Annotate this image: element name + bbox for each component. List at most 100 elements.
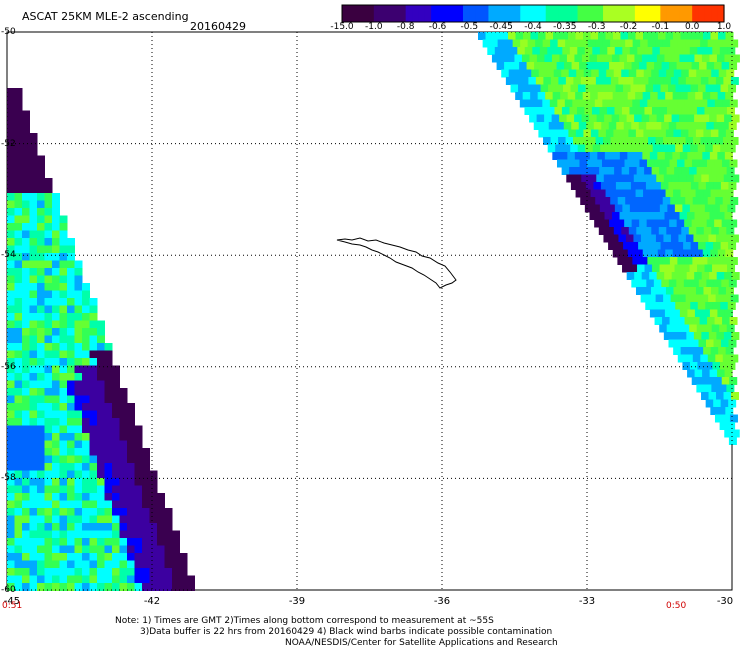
swath-cell [715, 197, 724, 205]
swath-cell [627, 92, 636, 100]
swath-cell [59, 425, 68, 434]
swath-cell [97, 583, 105, 591]
swath-cell [709, 369, 718, 378]
swath-cell [7, 560, 15, 569]
swath-cell [712, 362, 721, 370]
swath-cell [589, 114, 598, 123]
swath-cell [74, 500, 83, 509]
swath-cell [680, 249, 689, 258]
swath-cell [127, 500, 135, 509]
swath-cell [134, 470, 143, 479]
swath-cell [59, 545, 68, 554]
swath-cell [641, 174, 650, 183]
swath-cell [74, 545, 83, 554]
swath-cell [532, 47, 541, 55]
swath-cell [134, 500, 143, 509]
swath-cell [570, 84, 579, 93]
swath-cell [610, 77, 619, 85]
swath-cell [704, 204, 713, 213]
swath-cell [630, 242, 639, 250]
swath-cell [679, 212, 688, 220]
swath-cell [82, 493, 90, 501]
swath-cell [615, 242, 624, 250]
swath-cell [74, 358, 83, 366]
colorbar-swatch [653, 5, 661, 22]
swath-cell [7, 185, 15, 194]
swath-cell [727, 47, 736, 55]
swath-cell [67, 403, 75, 411]
swath-cell [82, 568, 90, 576]
swath-cell [604, 212, 613, 220]
swath-cell [29, 245, 38, 254]
swath-cell [609, 62, 618, 70]
swath-cell [699, 99, 708, 108]
swath-cell [89, 470, 98, 479]
swath-cell [14, 88, 23, 96]
swath-cell [626, 272, 635, 280]
swath-cell [559, 152, 568, 160]
swath-cell [635, 129, 644, 138]
longitude-label: -39 [288, 596, 306, 607]
swath-cell [67, 358, 75, 366]
swath-cell [680, 347, 689, 355]
swath-cell [74, 493, 83, 501]
swath-cell [718, 189, 727, 198]
colorbar-swatch [571, 5, 579, 22]
swath-cell [514, 54, 523, 63]
swath-cell [509, 47, 518, 55]
swath-cell [37, 365, 45, 374]
swath-cell [97, 478, 105, 486]
swath-cell [643, 227, 652, 235]
swath-cell [660, 302, 669, 310]
swath-cell [574, 54, 583, 63]
swath-cell [67, 500, 75, 509]
swath-cell [14, 343, 23, 351]
swath-cell [581, 114, 590, 123]
swath-cell [563, 122, 572, 130]
swath-cell [695, 32, 704, 40]
swath-cell [677, 317, 686, 325]
swath-cell [714, 414, 723, 423]
swath-cell [97, 448, 105, 456]
swath-cell [644, 47, 653, 55]
swath-cell [668, 242, 677, 250]
swath-cell [37, 433, 45, 441]
swath-cell [695, 347, 704, 355]
swath-cell [52, 290, 60, 299]
swath-cell [642, 92, 651, 100]
swath-cell [89, 350, 98, 359]
swath-cell [14, 583, 23, 591]
swath-cell [82, 583, 90, 591]
swath-cell [678, 77, 687, 85]
swath-cell [74, 575, 83, 584]
swath-cell [589, 54, 598, 63]
swath-cell [595, 77, 604, 85]
swath-cell [149, 500, 158, 509]
swath-cell [646, 279, 655, 288]
swath-cell [59, 328, 68, 336]
swath-cell [127, 508, 135, 516]
swath-cell [22, 125, 30, 134]
swath-cell [14, 313, 23, 321]
colorbar-label: -0.35 [553, 22, 577, 32]
south-georgia-coastline [336, 237, 457, 289]
swath-cell [22, 448, 30, 456]
swath-cell [546, 69, 555, 78]
swath-cell [686, 114, 695, 123]
colorbar-label: -0.2 [619, 22, 638, 32]
swath-cell [74, 470, 83, 479]
swath-cell [52, 380, 60, 389]
swath-cell [658, 69, 667, 78]
swath-cell [673, 129, 682, 138]
swath-cell [728, 339, 737, 348]
swath-cell [606, 69, 615, 78]
swath-cell [29, 163, 38, 171]
swath-cell [29, 523, 38, 531]
swath-cell [520, 77, 529, 85]
swath-cell [29, 223, 38, 231]
swath-cell [172, 553, 180, 561]
swath-cell [680, 189, 689, 198]
swath-cell [646, 122, 655, 130]
swath-cell [52, 238, 60, 246]
swath-cell [621, 69, 630, 78]
